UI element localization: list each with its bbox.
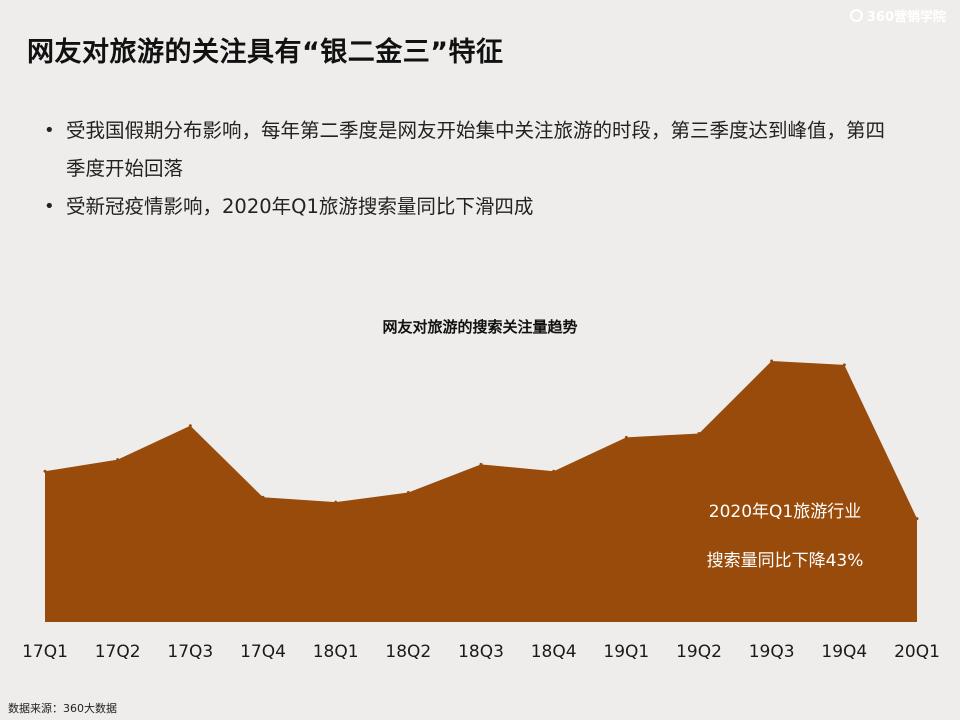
data-source: 数据来源：360大数据	[8, 702, 117, 715]
data-point	[479, 462, 483, 466]
data-point	[842, 363, 846, 367]
x-tick-label: 18Q3	[458, 642, 504, 662]
bullet-dot-icon: •	[44, 196, 55, 217]
x-tick-label: 19Q3	[749, 642, 795, 662]
bullet-text: 受新冠疫情影响，2020年Q1旅游搜索量同比下滑四成	[66, 195, 534, 218]
logo-icon	[849, 9, 863, 22]
data-point	[116, 458, 120, 462]
x-tick-label: 18Q4	[531, 642, 577, 662]
x-tick-label: 19Q2	[676, 642, 722, 662]
x-tick-label: 18Q1	[313, 642, 359, 662]
x-tick-label: 17Q2	[95, 642, 141, 662]
area-series	[45, 361, 917, 622]
data-point	[624, 435, 628, 439]
logo-text: 360营销学院	[866, 10, 946, 25]
brand-logo: 360营销学院	[849, 6, 946, 25]
x-tick-label: 19Q4	[821, 642, 867, 662]
data-point	[334, 500, 338, 504]
x-tick-label: 17Q1	[22, 642, 68, 662]
page-title: 网友对旅游的关注具有“银二金三”特征	[27, 37, 504, 68]
chart-title: 网友对旅游的搜索关注量趋势	[382, 318, 578, 336]
x-tick-label: 17Q4	[240, 642, 286, 662]
data-point	[43, 469, 47, 473]
x-tick-label: 18Q2	[385, 642, 431, 662]
bullet-dot-icon: •	[44, 120, 55, 141]
chart-annotation: 搜索量同比下降43%	[706, 551, 864, 571]
data-point	[261, 495, 265, 499]
data-point	[552, 469, 556, 473]
data-point	[406, 490, 410, 494]
bullet-item: • 受新冠疫情影响，2020年Q1旅游搜索量同比下滑四成	[42, 188, 902, 226]
data-point	[915, 517, 919, 521]
bullet-text: 受我国假期分布影响，每年第二季度是网友开始集中关注旅游的时段，第三季度达到峰值，…	[66, 119, 886, 180]
x-tick-label: 19Q1	[603, 642, 649, 662]
data-point	[697, 432, 701, 435]
data-point	[188, 424, 192, 428]
x-tick-label: 17Q3	[167, 642, 213, 662]
chart-annotation: 2020年Q1旅游行业	[708, 502, 862, 522]
data-point	[770, 359, 774, 363]
bullet-list: • 受我国假期分布影响，每年第二季度是网友开始集中关注旅游的时段，第三季度达到峰值…	[42, 112, 902, 226]
bullet-item: • 受我国假期分布影响，每年第二季度是网友开始集中关注旅游的时段，第三季度达到峰值…	[42, 112, 902, 188]
x-tick-label: 20Q1	[894, 642, 940, 662]
